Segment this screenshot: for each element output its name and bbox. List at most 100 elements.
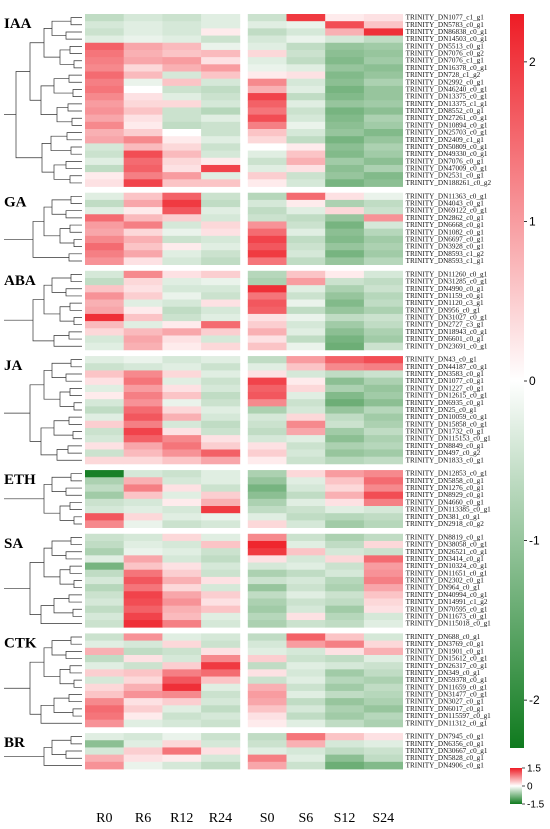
heatmap-cell xyxy=(162,647,202,656)
heatmap-cell xyxy=(363,164,403,173)
heatmap-cell xyxy=(363,243,403,251)
heatmap-cell xyxy=(201,733,241,741)
heatmap-cell xyxy=(85,370,125,379)
heatmap-cell xyxy=(123,612,163,621)
dendrogram-branch xyxy=(65,288,82,297)
heatmap-cell xyxy=(123,420,163,429)
dendrogram-branch xyxy=(71,117,82,126)
heatmap-cell xyxy=(286,647,326,656)
heatmap-cell xyxy=(123,491,163,500)
dendrogram-branch xyxy=(65,373,82,382)
heatmap-cell xyxy=(85,591,125,599)
heatmap-cell xyxy=(247,449,287,458)
heatmap-cell xyxy=(325,620,365,628)
gene-label: TRINITY_DN12853_c0_g1 xyxy=(406,470,488,478)
heatmap-cell xyxy=(286,299,326,308)
gene-label: TRINITY_DN6668_c0_g1 xyxy=(406,221,485,229)
heatmap-cell xyxy=(123,192,163,201)
heatmap-cell xyxy=(325,214,365,222)
dendrogram-branch xyxy=(32,221,69,258)
heatmap-cell xyxy=(325,506,365,514)
heatmap-cell xyxy=(123,591,163,599)
heatmap-cell xyxy=(325,299,365,308)
heatmap-cell xyxy=(286,484,326,493)
dendrogram-aba xyxy=(4,274,82,347)
heatmap-cell xyxy=(162,356,202,364)
heatmap-cell xyxy=(247,207,287,215)
heatmap-cell xyxy=(286,633,326,642)
heatmap-cell xyxy=(85,377,125,386)
heatmap-cell xyxy=(162,740,202,748)
gene-label: TRINITY_DN1732_c0_g1 xyxy=(406,428,485,436)
heatmap-cell xyxy=(363,662,403,670)
heatmap-cell xyxy=(123,299,163,308)
heatmap-cell xyxy=(286,406,326,414)
heatmap-cell xyxy=(363,456,403,465)
heatmap-cell xyxy=(123,370,163,379)
heatmap-cell xyxy=(85,654,125,663)
heatmap-cell xyxy=(363,399,403,407)
heatmap-cell xyxy=(363,640,403,649)
gene-label: TRINITY_DN47009_c0_g1 xyxy=(406,165,488,173)
heatmap-cell xyxy=(363,442,403,450)
heatmap-cell xyxy=(325,555,365,563)
heatmap-cell xyxy=(325,605,365,614)
heatmap-cell xyxy=(85,747,125,756)
heatmap-cell xyxy=(201,754,241,763)
gene-label: TRINITY_DN688_c0_g1 xyxy=(406,633,481,641)
heatmap-cell xyxy=(247,179,287,187)
heatmap-cell xyxy=(247,754,287,763)
heatmap-cell xyxy=(123,633,163,642)
small-colorbar-gradient xyxy=(510,768,522,804)
dendrogram-branch xyxy=(65,31,82,40)
heatmap-cell xyxy=(85,690,125,699)
heatmap-cell xyxy=(247,57,287,65)
heatmap-cell xyxy=(201,321,241,329)
heatmap-cell xyxy=(85,413,125,422)
heatmap-cell xyxy=(325,179,365,187)
heatmap-cell xyxy=(201,285,241,293)
heatmap-cell xyxy=(162,107,202,116)
heatmap-cell xyxy=(123,442,163,450)
small-colorbar-tick-label: -1.5 xyxy=(527,800,545,811)
heatmap-cell xyxy=(123,14,163,22)
heatmap-cell xyxy=(247,690,287,699)
heatmap-cell xyxy=(162,548,202,556)
gene-label: TRINITY_DN10324_c0_g1 xyxy=(406,562,488,570)
heatmap-cell xyxy=(201,107,241,116)
heatmap-cell xyxy=(247,114,287,123)
heatmap-cell xyxy=(325,85,365,94)
heatmap-cell xyxy=(247,85,287,94)
heatmap-cell xyxy=(363,172,403,180)
heatmap-cell xyxy=(286,377,326,386)
heatmap-cell xyxy=(162,221,202,230)
gene-label: TRINITY_DN14503_c0_g1 xyxy=(406,35,488,43)
heatmap-cell xyxy=(325,292,365,300)
heatmap-cell xyxy=(85,214,125,222)
heatmap-cell xyxy=(363,370,403,379)
heatmap-cell xyxy=(123,690,163,699)
heatmap-cell xyxy=(201,391,241,400)
heatmap-cell xyxy=(325,477,365,485)
heatmap-cell xyxy=(286,292,326,300)
heatmap-cell xyxy=(162,569,202,578)
heatmap-cell xyxy=(286,705,326,713)
heatmap-cell xyxy=(85,513,125,521)
heatmap-cell xyxy=(85,172,125,180)
heatmap-cell xyxy=(247,49,287,58)
heatmap-cell xyxy=(201,306,241,315)
heatmap-cell xyxy=(162,14,202,22)
heatmap-cell xyxy=(201,491,241,500)
heatmap-cell xyxy=(286,740,326,748)
heatmap-cell xyxy=(85,313,125,322)
heatmap-cell xyxy=(162,391,202,400)
heatmap-cell xyxy=(247,157,287,166)
dendrogram-branch xyxy=(51,277,71,293)
heatmap-cell xyxy=(201,540,241,549)
gene-label: TRINITY_DN5858_c0_g1 xyxy=(406,477,485,485)
heatmap-cell xyxy=(247,442,287,450)
heatmap-cell xyxy=(363,114,403,123)
dendrogram-branch xyxy=(41,143,54,173)
heatmap-cell xyxy=(286,114,326,123)
heatmap-cell xyxy=(201,633,241,642)
